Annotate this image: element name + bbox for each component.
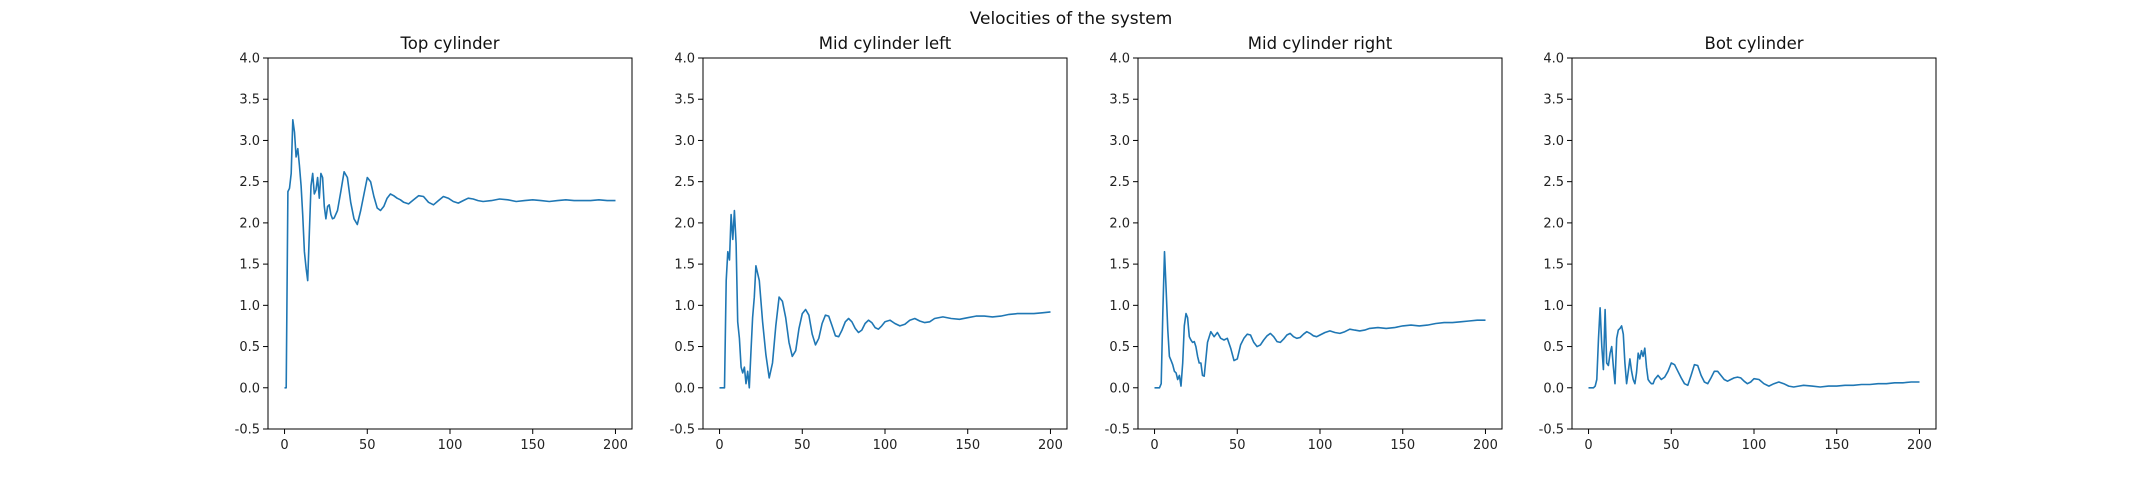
y-tick-label: 2.0: [1109, 216, 1130, 231]
x-tick-label: 150: [955, 438, 980, 453]
y-tick-label: 1.5: [1109, 258, 1130, 273]
y-tick-label: 1.0: [1543, 299, 1564, 314]
velocity-series-line: [719, 209, 1051, 389]
y-tick-label: 0.0: [1109, 381, 1130, 396]
axes-frame: [1571, 57, 1937, 430]
y-tick-label: -0.5: [670, 423, 695, 438]
axes-frame: [702, 57, 1068, 430]
y-tick-label: 4.0: [1543, 52, 1564, 67]
subplot-title: Mid cylinder right: [1248, 34, 1393, 53]
x-tick-label: 150: [1390, 438, 1415, 453]
x-tick-label: 50: [359, 438, 376, 453]
subplot-title: Top cylinder: [400, 34, 500, 53]
y-tick-label: 0.5: [1109, 340, 1130, 355]
x-tick-label: 200: [1473, 438, 1498, 453]
y-tick-label: 1.0: [674, 299, 695, 314]
y-tick-label: 4.0: [239, 52, 260, 67]
y-tick-label: 2.0: [674, 216, 695, 231]
y-tick-label: 2.0: [239, 216, 260, 231]
x-tick-label: 150: [520, 438, 545, 453]
velocity-series-line: [284, 119, 616, 389]
y-tick-label: 1.5: [674, 258, 695, 273]
y-tick-label: 0.5: [674, 340, 695, 355]
y-tick-label: 2.0: [1543, 216, 1564, 231]
axes-frame: [1137, 57, 1503, 430]
x-tick-label: 200: [603, 438, 628, 453]
x-tick-label: 200: [1907, 438, 1932, 453]
axes-frame: [267, 57, 633, 430]
x-tick-label: 100: [873, 438, 898, 453]
y-tick-label: 0.0: [239, 381, 260, 396]
y-tick-label: 2.5: [1543, 175, 1564, 190]
velocity-series-line: [1588, 307, 1920, 389]
x-tick-label: 50: [1229, 438, 1246, 453]
y-tick-label: -0.5: [235, 423, 260, 438]
y-tick-label: 2.5: [1109, 175, 1130, 190]
x-tick-label: 0: [1584, 438, 1592, 453]
x-tick-label: 100: [1308, 438, 1333, 453]
figure-suptitle: Velocities of the system: [970, 9, 1173, 29]
y-tick-label: -0.5: [1105, 423, 1130, 438]
subplot-panels: Top cylinder -0.5 0.0 0.5 1.0 1.5 2.0 2.5 3.0 3.5…: [235, 34, 1937, 453]
subplot-4: Bot cylinder -0.5 0.0 0.5 1.0 1.5 2.0 2.5 3.0 3.5…: [1539, 34, 1937, 453]
y-tick-label: 1.5: [1543, 258, 1564, 273]
y-tick-label: 3.0: [1543, 134, 1564, 149]
y-tick-label: 3.5: [1543, 93, 1564, 108]
y-tick-label: 0.0: [1543, 381, 1564, 396]
y-tick-label: -0.5: [1539, 423, 1564, 438]
subplot-1: Top cylinder -0.5 0.0 0.5 1.0 1.5 2.0 2.5 3.0 3.5…: [235, 34, 633, 453]
x-tick-label: 100: [1742, 438, 1767, 453]
subplot-title: Mid cylinder left: [819, 34, 952, 53]
x-tick-label: 150: [1824, 438, 1849, 453]
y-tick-label: 3.5: [1109, 93, 1130, 108]
y-tick-label: 1.0: [239, 299, 260, 314]
x-tick-label: 50: [794, 438, 811, 453]
x-tick-label: 200: [1038, 438, 1063, 453]
y-tick-label: 3.0: [239, 134, 260, 149]
x-tick-label: 0: [280, 438, 288, 453]
subplot-title: Bot cylinder: [1705, 34, 1804, 53]
y-tick-label: 4.0: [1109, 52, 1130, 67]
y-tick-label: 0.5: [1543, 340, 1564, 355]
subplot-3: Mid cylinder right -0.5 0.0 0.5 1.0 1.5 2.0 2.5…: [1105, 34, 1503, 453]
y-tick-label: 0.5: [239, 340, 260, 355]
y-tick-label: 3.5: [239, 93, 260, 108]
y-tick-label: 3.5: [674, 93, 695, 108]
x-tick-label: 0: [715, 438, 723, 453]
x-tick-label: 100: [438, 438, 463, 453]
y-tick-label: 2.5: [674, 175, 695, 190]
y-tick-label: 4.0: [674, 52, 695, 67]
y-tick-label: 3.0: [674, 134, 695, 149]
y-tick-label: 0.0: [674, 381, 695, 396]
x-tick-label: 50: [1663, 438, 1680, 453]
y-tick-label: 3.0: [1109, 134, 1130, 149]
x-tick-label: 0: [1150, 438, 1158, 453]
y-tick-label: 1.5: [239, 258, 260, 273]
y-tick-label: 2.5: [239, 175, 260, 190]
velocity-series-line: [1154, 250, 1486, 389]
y-tick-label: 1.0: [1109, 299, 1130, 314]
subplot-2: Mid cylinder left -0.5 0.0 0.5 1.0 1.5 2.0 2.5 3…: [670, 34, 1068, 453]
